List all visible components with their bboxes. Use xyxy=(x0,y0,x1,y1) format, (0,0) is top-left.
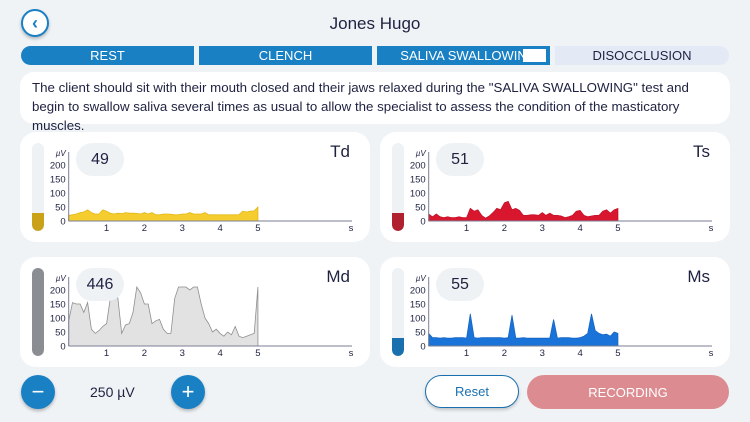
x-tick-label: 3 xyxy=(540,223,545,234)
signal-area xyxy=(428,200,619,222)
y-tick-label: 100 xyxy=(50,314,66,325)
y-tick-label: 200 xyxy=(50,161,66,172)
level-gauge-fill xyxy=(392,338,404,356)
current-value: 446 xyxy=(76,268,124,301)
y-tick-label: 200 xyxy=(50,286,66,297)
y-tick-label: 100 xyxy=(50,189,66,200)
x-tick-label: 3 xyxy=(180,223,185,234)
emg-chart: µV 200 150 100 50 0 1 2 3 4 5 s xyxy=(410,274,714,359)
plus-icon: + xyxy=(181,379,195,404)
emg-chart: µV 200 150 100 50 0 1 2 3 4 5 s xyxy=(50,274,354,359)
decrease-scale-button[interactable]: − xyxy=(21,375,55,409)
y-axis-label: µV xyxy=(56,274,67,283)
increase-scale-button[interactable]: + xyxy=(171,375,205,409)
x-tick-label: 5 xyxy=(255,348,260,359)
x-tick-label: 5 xyxy=(255,223,260,234)
x-tick-label: 4 xyxy=(577,348,582,359)
x-tick-label: 3 xyxy=(180,348,185,359)
y-tick-label: 50 xyxy=(415,203,426,214)
y-tick-label: 50 xyxy=(415,328,426,339)
x-tick-label: 2 xyxy=(142,223,147,234)
signal-area xyxy=(68,206,259,222)
emg-panel-md: µV 200 150 100 50 0 1 2 3 4 5 s 446 Md xyxy=(20,257,370,367)
x-tick-label: 1 xyxy=(104,223,109,234)
chevron-left-icon: ‹ xyxy=(32,12,38,33)
tab-rest[interactable]: REST xyxy=(21,46,194,65)
x-tick-label: 3 xyxy=(540,348,545,359)
x-axis-label: s xyxy=(709,223,714,234)
channel-label: Td xyxy=(330,142,350,161)
emg-chart: µV 200 150 100 50 0 1 2 3 4 5 s xyxy=(410,149,714,234)
x-tick-label: 2 xyxy=(142,348,147,359)
x-tick-label: 4 xyxy=(577,223,582,234)
current-value: 49 xyxy=(76,143,124,176)
level-gauge xyxy=(32,268,44,356)
emg-chart: µV 200 150 100 50 0 1 2 3 4 5 s xyxy=(50,149,354,234)
y-tick-label: 150 xyxy=(410,175,426,186)
y-tick-label: 200 xyxy=(410,286,426,297)
y-tick-label: 100 xyxy=(410,189,426,200)
x-axis-label: s xyxy=(349,223,354,234)
level-gauge xyxy=(32,143,44,231)
emg-panel-ms: µV 200 150 100 50 0 1 2 3 4 5 s 55 Ms xyxy=(380,257,730,367)
x-tick-label: 4 xyxy=(217,348,222,359)
level-gauge xyxy=(392,268,404,356)
recording-button[interactable]: RECORDING xyxy=(527,375,729,409)
x-tick-label: 5 xyxy=(615,223,620,234)
level-gauge-fill xyxy=(392,213,404,231)
tab-disocclusion[interactable]: DISOCCLUSION xyxy=(555,46,729,65)
y-tick-label: 150 xyxy=(50,175,66,186)
signal-area xyxy=(68,285,259,347)
y-tick-label: 0 xyxy=(420,217,425,228)
minus-icon: − xyxy=(31,379,45,404)
x-tick-label: 1 xyxy=(464,348,469,359)
level-gauge-fill xyxy=(32,268,44,356)
emg-panel-ts: µV 200 150 100 50 0 1 2 3 4 5 s 51 Ts xyxy=(380,132,730,242)
scale-value: 250 µV xyxy=(90,384,135,400)
y-tick-label: 100 xyxy=(410,314,426,325)
x-tick-label: 4 xyxy=(217,223,222,234)
level-gauge-fill xyxy=(32,213,44,231)
y-tick-label: 0 xyxy=(60,342,65,353)
signal-area xyxy=(428,313,619,347)
x-axis-label: s xyxy=(349,348,354,359)
reset-button[interactable]: Reset xyxy=(425,375,519,408)
y-tick-label: 200 xyxy=(410,161,426,172)
channel-label: Md xyxy=(326,267,350,286)
level-gauge xyxy=(392,143,404,231)
x-tick-label: 1 xyxy=(464,223,469,234)
y-axis-label: µV xyxy=(416,149,427,158)
tab-clench[interactable]: CLENCH xyxy=(199,46,372,65)
y-tick-label: 150 xyxy=(410,300,426,311)
page-title: Jones Hugo xyxy=(329,14,421,33)
channel-label: Ms xyxy=(687,267,710,286)
emg-panel-td: µV 200 150 100 50 0 1 2 3 4 5 s 49 Td xyxy=(20,132,370,242)
current-value: 51 xyxy=(436,143,484,176)
y-tick-label: 50 xyxy=(55,328,66,339)
y-tick-label: 150 xyxy=(50,300,66,311)
x-tick-label: 1 xyxy=(104,348,109,359)
x-tick-label: 2 xyxy=(502,348,507,359)
x-tick-label: 5 xyxy=(615,348,620,359)
y-tick-label: 50 xyxy=(55,203,66,214)
y-axis-label: µV xyxy=(416,274,427,283)
tab-saliva-swallowing[interactable]: SALIVA SWALLOWIN xyxy=(377,46,550,65)
y-tick-label: 0 xyxy=(60,217,65,228)
current-value: 55 xyxy=(436,268,484,301)
x-tick-label: 2 xyxy=(502,223,507,234)
instructions-text: The client should sit with their mouth c… xyxy=(20,72,730,133)
x-axis-label: s xyxy=(709,348,714,359)
channel-label: Ts xyxy=(693,142,710,161)
y-tick-label: 0 xyxy=(420,342,425,353)
back-button[interactable]: ‹ xyxy=(21,9,49,37)
y-axis-label: µV xyxy=(56,149,67,158)
progress-overlay xyxy=(523,49,546,62)
